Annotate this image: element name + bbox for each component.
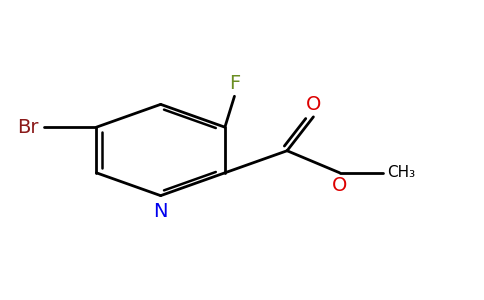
Text: N: N <box>153 202 168 220</box>
Text: O: O <box>306 95 321 114</box>
Text: CH₃: CH₃ <box>388 165 416 180</box>
Text: O: O <box>332 176 348 195</box>
Text: Br: Br <box>17 118 39 137</box>
Text: F: F <box>229 74 240 93</box>
